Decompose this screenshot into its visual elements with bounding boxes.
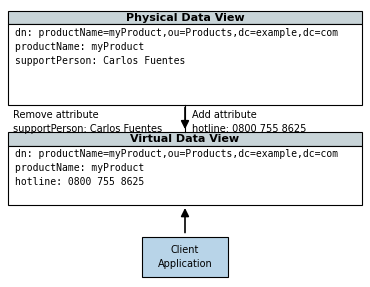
FancyBboxPatch shape bbox=[8, 132, 362, 146]
Text: dn: productName=myProduct,ou=Products,dc=example,dc=com
productName: myProduct
s: dn: productName=myProduct,ou=Products,dc… bbox=[15, 28, 338, 66]
FancyBboxPatch shape bbox=[142, 237, 228, 277]
Text: dn: productName=myProduct,ou=Products,dc=example,dc=com
productName: myProduct
h: dn: productName=myProduct,ou=Products,dc… bbox=[15, 149, 338, 187]
Text: Virtual Data View: Virtual Data View bbox=[131, 134, 239, 144]
FancyBboxPatch shape bbox=[8, 11, 362, 24]
FancyBboxPatch shape bbox=[8, 24, 362, 105]
FancyBboxPatch shape bbox=[8, 146, 362, 205]
Text: Physical Data View: Physical Data View bbox=[126, 13, 244, 23]
Text: Remove attribute
supportPerson: Carlos Fuentes: Remove attribute supportPerson: Carlos F… bbox=[13, 110, 162, 134]
Text: Add attribute
hotline: 0800 755 8625: Add attribute hotline: 0800 755 8625 bbox=[192, 110, 306, 134]
Text: Client
Application: Client Application bbox=[158, 245, 212, 269]
